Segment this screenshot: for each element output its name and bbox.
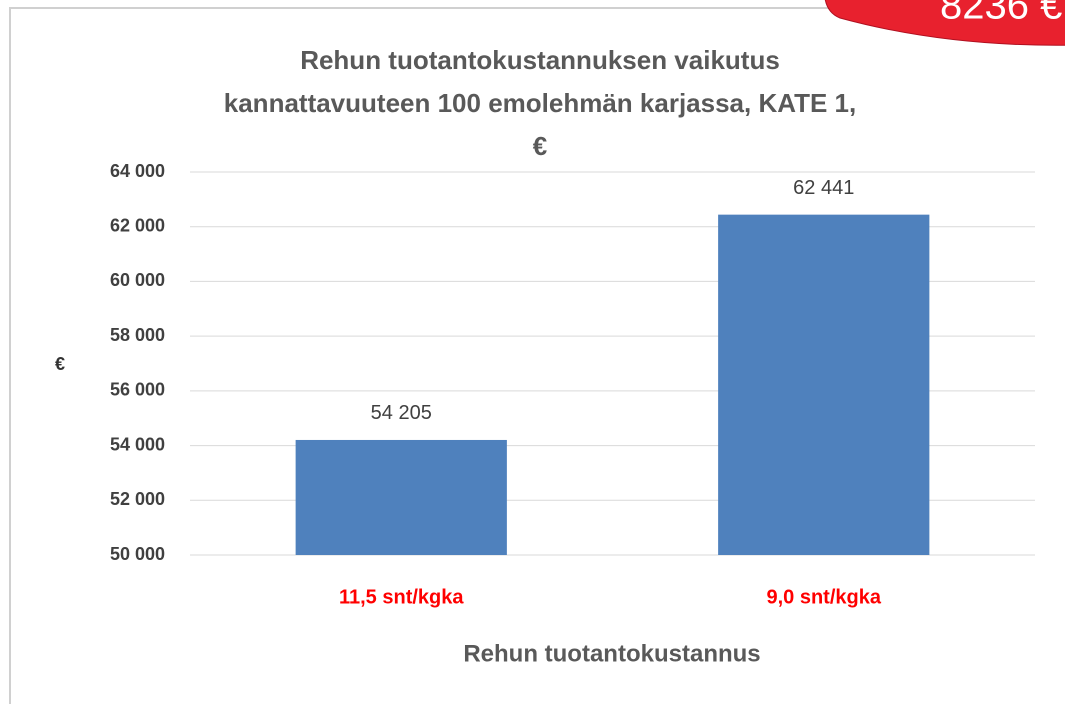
chart-title: Rehun tuotantokustannuksen vaikutus	[300, 45, 780, 75]
y-tick-label: 62 000	[110, 215, 165, 235]
y-tick-label: 56 000	[110, 380, 165, 400]
annotation-text: 8236 €	[940, 0, 1062, 28]
badge-shape	[824, 0, 1065, 46]
data-label: 54 205	[371, 402, 432, 424]
y-tick-label: 52 000	[110, 489, 165, 509]
bar	[718, 214, 930, 555]
y-tick-label: 58 000	[110, 325, 165, 345]
y-axis-label: €	[55, 354, 65, 374]
chart-title: kannattavuuteen 100 emolehmän karjassa, …	[224, 88, 856, 118]
y-tick-label: 64 000	[110, 161, 165, 181]
y-tick-label: 60 000	[110, 270, 165, 290]
bar	[295, 439, 507, 555]
y-tick-label: 50 000	[110, 544, 165, 564]
annotation-badge: 8236 €	[824, 0, 1065, 46]
y-tick-label: 54 000	[110, 434, 165, 454]
data-label: 62 441	[793, 177, 854, 199]
x-tick-label: 9,0 snt/kgka	[766, 586, 881, 608]
x-axis-label: Rehun tuotantokustannus	[463, 640, 760, 667]
chart-title: €	[533, 131, 547, 161]
x-tick-label: 11,5 snt/kgka	[339, 586, 464, 608]
